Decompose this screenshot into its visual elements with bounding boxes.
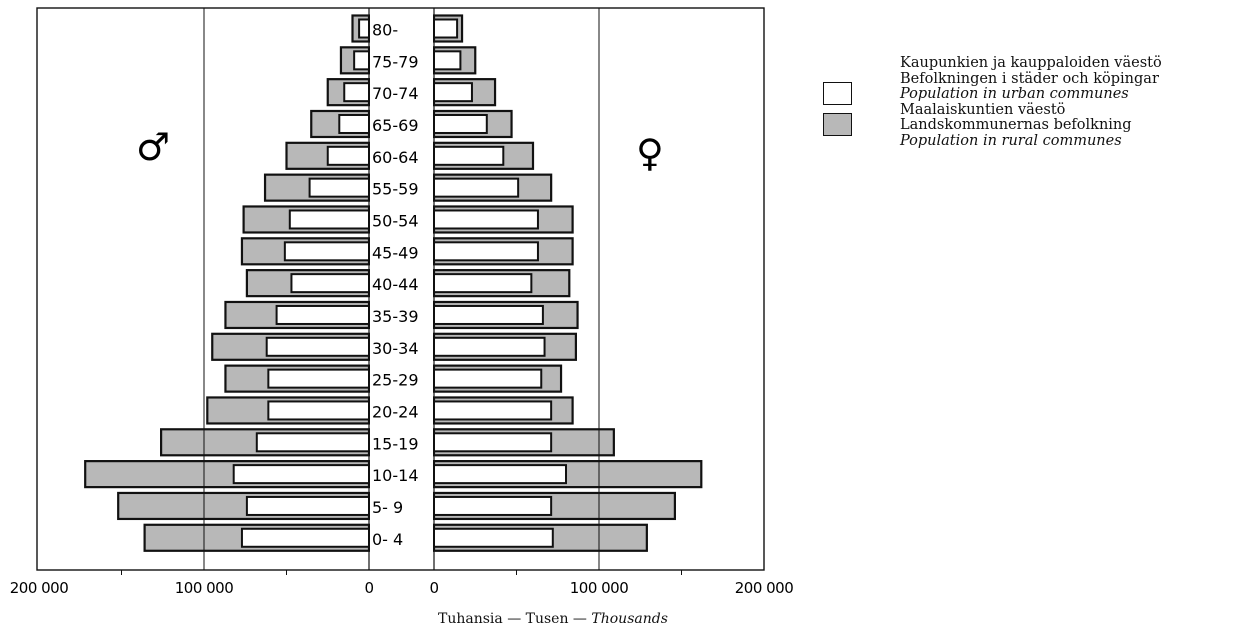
- frame-layer: [36, 7, 765, 575]
- x-tick-label-female: 100 000: [570, 579, 629, 597]
- bar-male-urban: [267, 368, 371, 389]
- female-symbol: ♀: [636, 131, 664, 175]
- bar-male-urban: [288, 209, 370, 230]
- age-group-label: 40-44: [372, 275, 419, 294]
- bar-female-urban: [433, 432, 553, 453]
- bar-female-urban: [433, 209, 539, 230]
- age-group-label: 0- 4: [372, 530, 403, 549]
- bar-male-urban: [290, 273, 371, 294]
- age-group-label: 50-54: [372, 211, 419, 230]
- age-group-label: 35-39: [372, 307, 419, 326]
- age-group-label: 5- 9: [372, 498, 403, 517]
- bar-male-urban: [338, 113, 370, 134]
- x-tick-labels: 200 000 100 000 0 0 100 000 200 000: [10, 579, 794, 597]
- age-group-label: 75-79: [372, 52, 419, 71]
- bar-male-urban: [245, 495, 370, 516]
- bars-layer: [84, 14, 703, 552]
- bar-female-urban: [433, 336, 546, 357]
- age-group-label: 65-69: [372, 116, 419, 135]
- age-group-label: 60-64: [372, 148, 419, 167]
- age-group-label: 20-24: [372, 402, 419, 421]
- bar-male-urban: [275, 304, 371, 325]
- legend-rural-sv: Landskommunernas befolkning: [900, 117, 1132, 133]
- bar-female-urban: [433, 527, 554, 548]
- legend-urban-sv: Befolkningen i städer och köpingar: [900, 70, 1159, 87]
- legend: Kaupunkien ja kauppaloiden väestö Befolk…: [900, 55, 1162, 149]
- age-group-label: 80-: [372, 21, 398, 40]
- bar-male-urban: [232, 464, 370, 485]
- x-axis-label-plain: Tuhansia — Tusen —: [438, 611, 592, 627]
- age-group-label: 15-19: [372, 434, 419, 453]
- legend-rural-en: Population in rural communes: [900, 132, 1122, 149]
- bar-male-urban: [265, 336, 371, 357]
- plot-frame: [36, 7, 765, 571]
- x-tick-label-female: 0: [429, 579, 438, 597]
- age-group-label: 55-59: [372, 180, 419, 199]
- x-tick-label-female: 200 000: [735, 579, 794, 597]
- bar-female-urban: [433, 50, 462, 71]
- bar-female-urban: [433, 368, 543, 389]
- legend-swatch-rural: [823, 113, 852, 136]
- bar-female-urban: [433, 304, 544, 325]
- x-tick-label-male: 200 000: [10, 579, 69, 597]
- legend-rural-fi: Maalaiskuntien väestö: [900, 101, 1066, 118]
- bar-male-urban: [283, 241, 371, 262]
- age-group-label: 45-49: [372, 243, 419, 262]
- x-tick-label-male: 0: [364, 579, 373, 597]
- bar-female-urban: [433, 400, 553, 421]
- bar-female-urban: [433, 464, 567, 485]
- age-group-label: 30-34: [372, 339, 419, 358]
- legend-swatch-urban: [823, 82, 852, 105]
- bar-male-urban: [353, 50, 370, 71]
- bar-male-urban: [326, 145, 370, 166]
- bar-male-urban: [358, 18, 371, 39]
- center-label-column: [370, 9, 433, 569]
- bar-female-urban: [433, 273, 533, 294]
- legend-urban-fi: Kaupunkien ja kauppaloiden väestö: [900, 55, 1162, 71]
- age-labels: 80- 75-79 70-74 65-69 60-64 55-59 50-54 45-49 40…: [372, 21, 419, 549]
- x-tick-label-male: 100 000: [175, 579, 234, 597]
- age-group-label: 25-29: [372, 371, 419, 390]
- bar-male-urban: [255, 432, 370, 453]
- bar-male-urban: [308, 177, 371, 198]
- bar-female-urban: [433, 495, 553, 516]
- bar-male-urban: [267, 400, 371, 421]
- male-symbol: ♂: [136, 125, 170, 169]
- bar-female-urban: [433, 241, 539, 262]
- x-axis-label: Tuhansia — Tusen — Thousands: [438, 611, 668, 627]
- age-group-label: 70-74: [372, 84, 419, 103]
- bar-male-urban: [343, 82, 370, 103]
- age-group-label: 10-14: [372, 466, 419, 485]
- bar-female-urban: [433, 177, 520, 198]
- bar-female-urban: [433, 18, 459, 39]
- bar-male-urban: [240, 527, 370, 548]
- x-axis-label-italic: Thousands: [591, 611, 668, 627]
- bar-female-urban: [433, 82, 473, 103]
- bar-female-urban: [433, 145, 505, 166]
- bar-female-urban: [433, 113, 488, 134]
- legend-urban-en: Population in urban communes: [900, 86, 1129, 102]
